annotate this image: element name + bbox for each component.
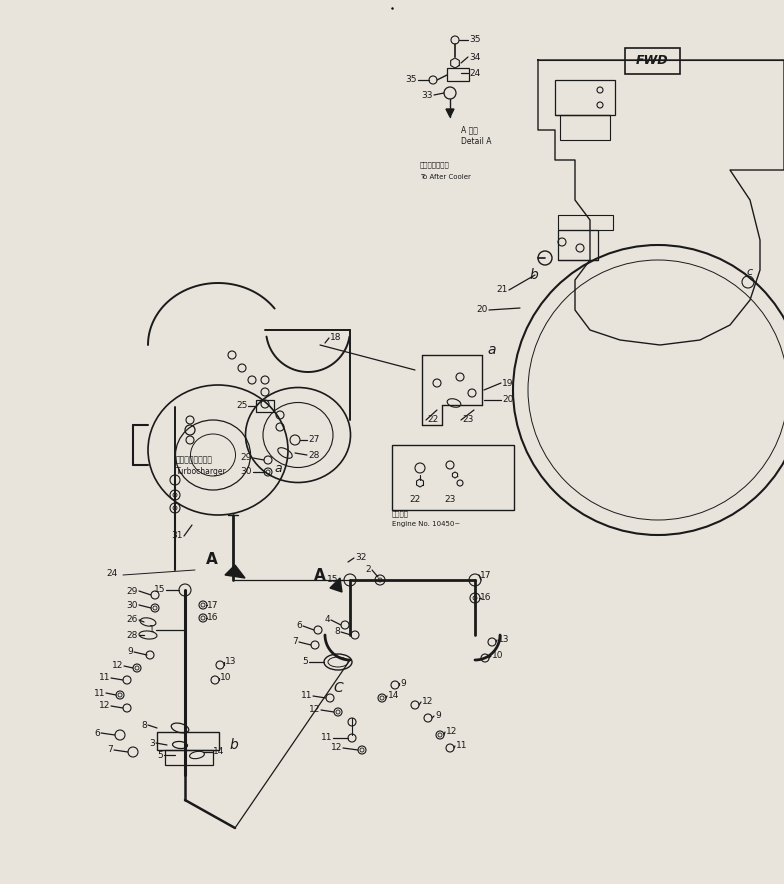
Text: 9: 9 bbox=[400, 679, 406, 688]
Text: 31: 31 bbox=[172, 531, 183, 540]
Text: 32: 32 bbox=[355, 553, 366, 562]
Text: 33: 33 bbox=[422, 90, 433, 100]
Bar bbox=[165, 750, 213, 765]
Text: 28: 28 bbox=[127, 630, 138, 639]
Text: 9: 9 bbox=[435, 712, 441, 720]
Text: 5: 5 bbox=[303, 658, 308, 667]
Text: ターボチャージャ: ターボチャージャ bbox=[176, 455, 213, 464]
Text: 12: 12 bbox=[422, 697, 434, 706]
Text: 8: 8 bbox=[334, 628, 340, 636]
Text: 11: 11 bbox=[93, 689, 105, 697]
Text: a: a bbox=[274, 461, 281, 475]
Text: 11: 11 bbox=[99, 674, 110, 682]
Text: 9: 9 bbox=[127, 647, 133, 657]
Text: 14: 14 bbox=[213, 748, 224, 757]
Ellipse shape bbox=[172, 742, 187, 749]
Text: a: a bbox=[488, 343, 496, 357]
Text: 3: 3 bbox=[149, 738, 155, 748]
Text: 16: 16 bbox=[480, 593, 492, 603]
Text: 5: 5 bbox=[158, 751, 163, 759]
Text: 20: 20 bbox=[502, 395, 514, 405]
Text: 35: 35 bbox=[469, 35, 481, 44]
Text: 6: 6 bbox=[94, 728, 100, 737]
Text: 1: 1 bbox=[149, 626, 155, 635]
Bar bbox=[560, 115, 610, 140]
Text: 7: 7 bbox=[292, 637, 298, 646]
Text: 23: 23 bbox=[445, 496, 456, 505]
Text: 7: 7 bbox=[107, 745, 113, 755]
Text: 21: 21 bbox=[496, 286, 508, 294]
Text: 10: 10 bbox=[220, 674, 231, 682]
Bar bbox=[558, 230, 598, 260]
Text: b: b bbox=[230, 738, 239, 752]
Text: 13: 13 bbox=[498, 636, 510, 644]
Text: 23: 23 bbox=[462, 415, 474, 424]
Text: 10: 10 bbox=[492, 652, 503, 660]
Text: 29: 29 bbox=[127, 586, 138, 596]
Text: A 詳細: A 詳細 bbox=[461, 126, 478, 134]
Bar bbox=[256, 400, 274, 412]
Text: 34: 34 bbox=[469, 52, 481, 62]
Text: 25: 25 bbox=[237, 401, 248, 410]
Text: 19: 19 bbox=[502, 378, 514, 387]
Text: 11: 11 bbox=[321, 734, 332, 743]
Text: 20: 20 bbox=[477, 306, 488, 315]
Text: Turbocharger: Turbocharger bbox=[176, 468, 227, 476]
Text: 16: 16 bbox=[207, 613, 219, 622]
Text: 30: 30 bbox=[126, 600, 138, 609]
Bar bbox=[157, 732, 219, 750]
Text: 30: 30 bbox=[241, 468, 252, 476]
Text: 12: 12 bbox=[331, 743, 342, 752]
Polygon shape bbox=[538, 60, 784, 345]
Text: 17: 17 bbox=[207, 600, 219, 609]
Text: 12: 12 bbox=[309, 705, 320, 714]
Text: 11: 11 bbox=[456, 742, 467, 751]
Bar bbox=[447, 68, 469, 81]
Text: 18: 18 bbox=[330, 333, 342, 342]
Text: C: C bbox=[333, 681, 343, 695]
Text: To After Cooler: To After Cooler bbox=[420, 174, 471, 180]
Bar bbox=[625, 48, 680, 74]
Text: 26: 26 bbox=[127, 615, 138, 624]
Text: 24: 24 bbox=[469, 68, 481, 78]
Text: 22: 22 bbox=[427, 415, 438, 424]
Text: FWD: FWD bbox=[636, 55, 668, 67]
Text: 12: 12 bbox=[446, 728, 457, 736]
Text: A: A bbox=[314, 568, 326, 583]
Text: A: A bbox=[206, 552, 218, 568]
Text: 2: 2 bbox=[365, 566, 371, 575]
Text: 適用号機: 適用号機 bbox=[392, 511, 409, 517]
Bar bbox=[555, 80, 615, 115]
Text: 28: 28 bbox=[308, 451, 319, 460]
Text: Detail A: Detail A bbox=[461, 136, 492, 146]
Text: 13: 13 bbox=[225, 658, 237, 667]
Polygon shape bbox=[225, 565, 245, 578]
Bar bbox=[392, 445, 514, 510]
Text: 35: 35 bbox=[405, 75, 417, 85]
Polygon shape bbox=[446, 109, 454, 117]
Text: 12: 12 bbox=[111, 661, 123, 670]
Text: 12: 12 bbox=[99, 702, 110, 711]
Text: 17: 17 bbox=[480, 570, 492, 580]
Text: 29: 29 bbox=[241, 453, 252, 462]
Text: 8: 8 bbox=[141, 720, 147, 729]
Text: c: c bbox=[747, 267, 753, 277]
Text: 14: 14 bbox=[388, 691, 399, 700]
Text: 24: 24 bbox=[107, 568, 118, 577]
Text: 22: 22 bbox=[409, 496, 421, 505]
Text: b: b bbox=[530, 268, 539, 282]
Text: 15: 15 bbox=[326, 575, 338, 584]
Text: 6: 6 bbox=[296, 621, 302, 630]
Bar bbox=[558, 215, 613, 230]
Ellipse shape bbox=[190, 751, 205, 758]
Text: 27: 27 bbox=[308, 436, 319, 445]
Text: 11: 11 bbox=[300, 691, 312, 700]
Text: Engine No. 10450~: Engine No. 10450~ bbox=[392, 521, 460, 527]
Text: アフタクーラへ: アフタクーラへ bbox=[420, 162, 450, 168]
Text: 15: 15 bbox=[154, 585, 165, 595]
Polygon shape bbox=[330, 578, 342, 592]
Text: 4: 4 bbox=[325, 615, 330, 624]
